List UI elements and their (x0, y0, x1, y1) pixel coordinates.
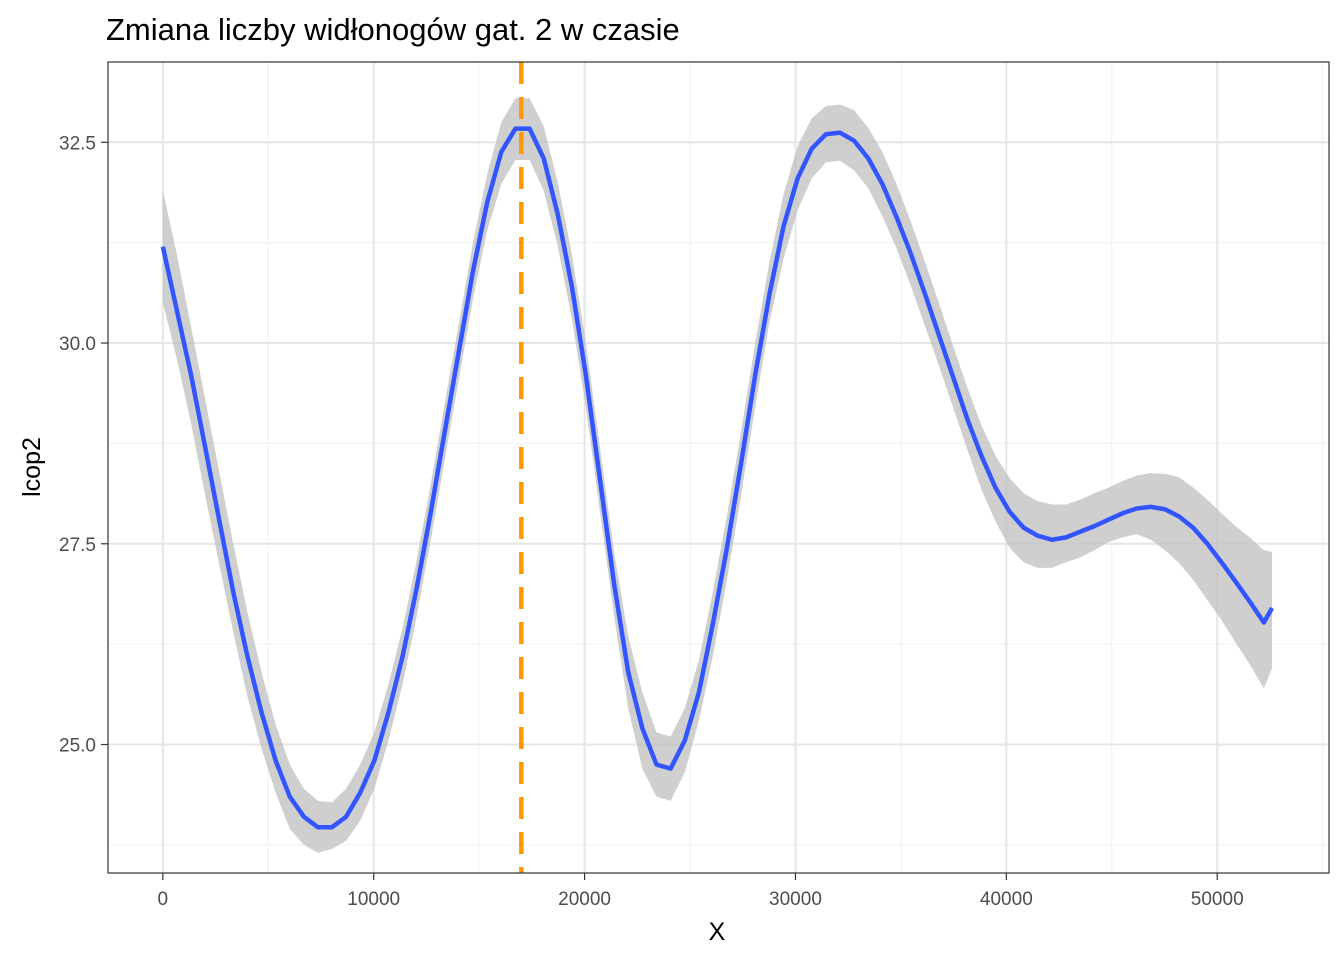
x-tick-label: 50000 (1191, 889, 1244, 910)
y-tick-label: 30.0 (59, 334, 96, 355)
panel-background (108, 62, 1329, 873)
plot-panel (108, 62, 1329, 873)
x-tick-label: 40000 (980, 889, 1033, 910)
y-tick-label: 25.0 (59, 736, 96, 757)
y-axis-title: lcop2 (18, 437, 46, 497)
axes: 0 10000 20000 30000 40000 50000 25.0 27.5 30.0 32… (59, 61, 1330, 910)
y-tick-label: 27.5 (59, 535, 96, 556)
confidence-band (162, 98, 1273, 853)
x-axis-title: X (709, 918, 726, 946)
y-tick-label: 32.5 (59, 133, 96, 154)
x-tick-label: 10000 (347, 889, 400, 910)
x-tick-label: 30000 (769, 889, 822, 910)
plot-data (160, 62, 1275, 873)
x-tick-label: 0 (158, 889, 169, 910)
x-tick-label: 20000 (558, 889, 611, 910)
smooth-line (160, 126, 1275, 830)
panel-border (107, 61, 1330, 874)
chart-title: Zmiana liczby widłonogów gat. 2 w czasie (106, 12, 680, 47)
